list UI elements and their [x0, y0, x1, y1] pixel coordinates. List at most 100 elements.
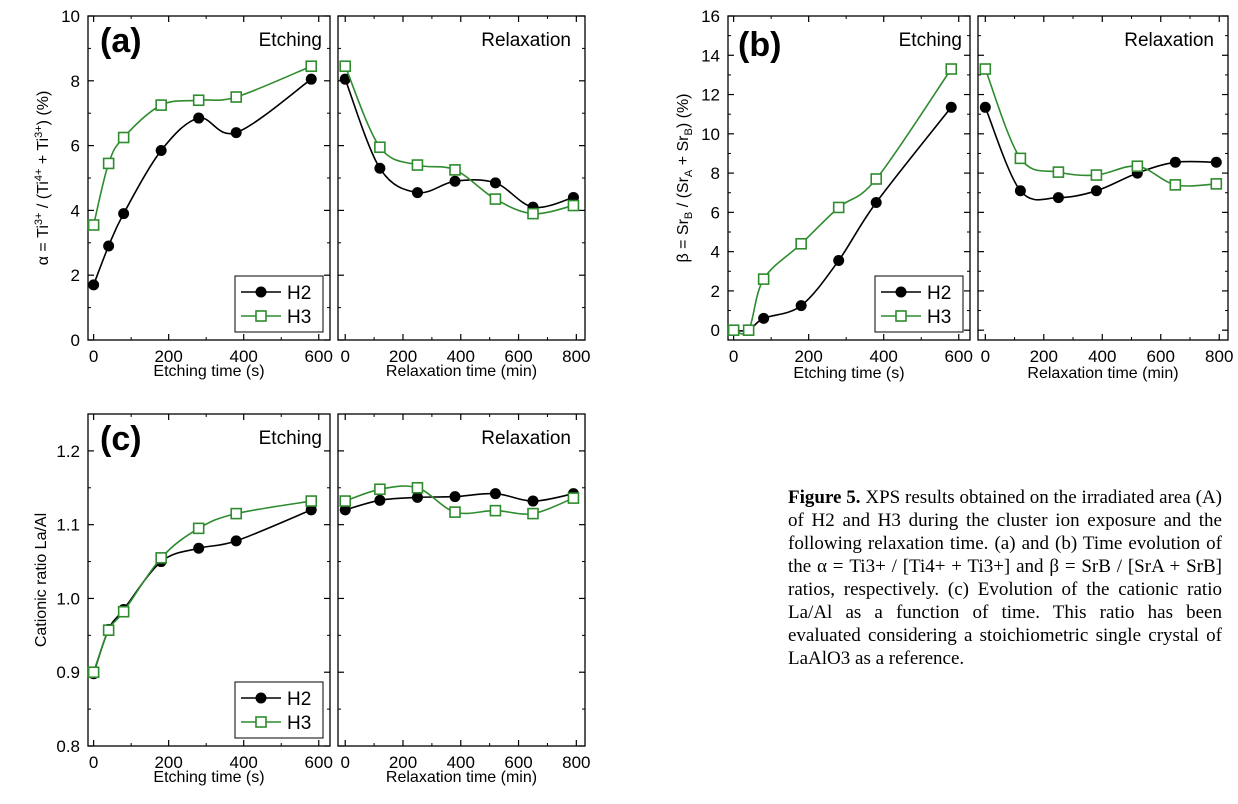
x-axis-title-etching: Etching time (s) — [153, 363, 264, 380]
data-point-h3 — [339, 495, 352, 507]
y-tick-label: 0 — [711, 321, 720, 340]
data-point-h3 — [757, 273, 770, 285]
legend-label-h3: H3 — [287, 307, 311, 328]
data-point-h3 — [230, 507, 243, 520]
data-point-h2 — [411, 491, 423, 503]
data-point-h2 — [489, 177, 501, 189]
y-tick-label: 2 — [711, 282, 720, 301]
x-axis-title-relaxation: Relaxation time (min) — [386, 363, 537, 380]
y-tick-label: 4 — [71, 201, 80, 220]
series-line-h3 — [344, 65, 574, 215]
legend-box — [234, 681, 324, 739]
legend-label-h2: H2 — [287, 689, 311, 710]
data-point-h2 — [1014, 185, 1026, 197]
data-point-h3 — [979, 63, 992, 75]
chart-panel-b: 0 2 4 6 8 10 12 14 16 0 200 400 600 0 200 400 600 800 Etch… — [675, 7, 1233, 382]
legend-label-h3: H3 — [287, 713, 311, 734]
data-point-h3 — [1210, 178, 1223, 190]
etching-plot-frame — [87, 413, 331, 747]
relaxation-label: Relaxation — [481, 428, 571, 449]
data-point-h3 — [87, 666, 100, 679]
x-tick-label: 400 — [230, 753, 258, 772]
data-point-h2 — [118, 208, 130, 220]
data-point-h2 — [795, 300, 807, 312]
data-point-h2 — [489, 488, 501, 500]
data-point-h2 — [155, 144, 167, 156]
legend-box — [234, 275, 324, 333]
data-point-h3 — [192, 94, 205, 107]
y-tick-label: 0.9 — [56, 663, 80, 682]
legend-label-h2: H2 — [927, 283, 951, 304]
data-point-h3 — [339, 60, 352, 73]
legend-marker — [895, 310, 907, 322]
data-point-h3 — [155, 552, 167, 564]
data-point-h2 — [1169, 156, 1181, 168]
data-point-h3 — [305, 495, 318, 507]
x-axis-title-etching: Etching time (s) — [153, 769, 264, 786]
data-point-h3 — [117, 131, 130, 144]
chart-panel-a: 0 2 4 6 8 10 0 200 400 600 0 200 400 600 800 Etching ti… — [33, 7, 591, 380]
y-axis-title: β = SrB / (SrA + SrB) (%) — [675, 93, 695, 262]
legend-marker — [895, 286, 907, 298]
x-tick-label: 200 — [389, 753, 417, 772]
data-point-h2 — [833, 254, 845, 266]
data-point-h3 — [527, 507, 539, 520]
data-point-h3 — [567, 199, 580, 212]
x-tick-label: 200 — [1030, 347, 1058, 366]
data-point-h2 — [449, 175, 461, 187]
data-point-h3 — [374, 483, 386, 496]
data-point-h3 — [489, 193, 502, 205]
etching-label: Etching — [259, 428, 322, 449]
figure-caption: Figure 5. XPS results obtained on the ir… — [788, 486, 1222, 670]
x-tick-label: 800 — [1205, 347, 1233, 366]
etching-plot-frame — [727, 15, 971, 341]
legend-marker — [255, 310, 267, 322]
series-line-h3 — [92, 65, 312, 226]
legend-marker — [255, 286, 267, 298]
x-tick-label: 200 — [154, 347, 182, 366]
data-point-h3 — [1169, 179, 1182, 191]
x-tick-label: 600 — [305, 753, 333, 772]
x-tick-label: 0 — [89, 753, 98, 772]
y-tick-label: 6 — [711, 203, 720, 222]
y-tick-label: 10 — [61, 7, 80, 26]
x-tick-label: 800 — [562, 753, 590, 772]
x-tick-label: 400 — [447, 347, 475, 366]
x-tick-label: 0 — [340, 753, 349, 772]
legend-label-h3: H3 — [927, 307, 951, 328]
x-tick-label: 200 — [389, 347, 417, 366]
data-point-h3 — [230, 91, 243, 103]
data-point-h2 — [88, 279, 100, 291]
panel-label: (c) — [100, 420, 142, 458]
chart-panel-c: 0.8 0.9 1.0 1.1 1.2 0 200 400 600 0 200 400 600 800 Et… — [33, 413, 591, 786]
data-point-h2 — [374, 162, 386, 174]
data-point-h2 — [979, 101, 991, 113]
x-tick-label: 400 — [447, 753, 475, 772]
data-point-h3 — [567, 492, 580, 504]
data-point-h2 — [230, 127, 242, 139]
x-tick-label: 0 — [729, 347, 738, 366]
data-point-h3 — [411, 481, 424, 494]
data-point-h2 — [527, 495, 539, 507]
data-point-h2 — [870, 197, 882, 209]
series-line-h2 — [92, 509, 312, 674]
etching-label: Etching — [899, 30, 962, 51]
data-point-h3 — [1014, 152, 1027, 165]
data-point-h3 — [742, 324, 755, 336]
y-tick-label: 0 — [71, 331, 80, 350]
data-point-h3 — [449, 506, 461, 518]
data-point-h2 — [758, 312, 770, 324]
data-point-h2 — [1210, 156, 1222, 168]
data-point-h2 — [193, 112, 205, 124]
legend-marker — [255, 692, 267, 704]
data-point-h3 — [87, 219, 100, 231]
data-point-h3 — [527, 207, 539, 220]
data-point-h2 — [1090, 185, 1102, 197]
y-tick-label: 1.1 — [56, 516, 80, 535]
y-tick-label: 10 — [701, 125, 720, 144]
y-tick-label: 0.8 — [56, 737, 80, 756]
data-point-h2 — [339, 504, 351, 516]
data-point-h3 — [1131, 160, 1144, 173]
data-point-h2 — [411, 187, 423, 199]
y-axis-title: α = Ti3+ / (Ti4+ + Ti3+) (%) — [33, 91, 52, 266]
